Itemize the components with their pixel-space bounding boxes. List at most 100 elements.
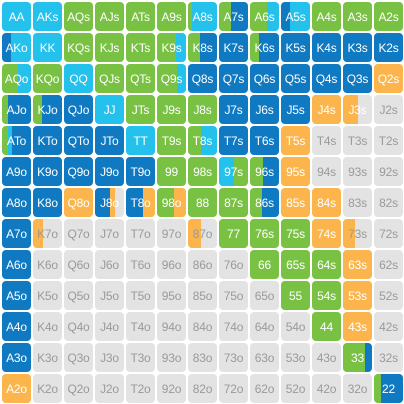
hand-cell-65s[interactable]: 65s [281, 250, 310, 279]
hand-cell-J7o[interactable]: J7o [95, 219, 124, 248]
hand-cell-A9s[interactable]: A9s [157, 2, 186, 31]
hand-cell-92o[interactable]: 92o [157, 374, 186, 403]
hand-cell-JJ[interactable]: JJ [95, 95, 124, 124]
hand-cell-73o[interactable]: 73o [219, 343, 248, 372]
hand-cell-82s[interactable]: 82s [374, 188, 403, 217]
hand-cell-J2s[interactable]: J2s [374, 95, 403, 124]
hand-cell-K3s[interactable]: K3s [343, 33, 372, 62]
hand-cell-QJs[interactable]: QJs [95, 64, 124, 93]
hand-cell-64s[interactable]: 64s [312, 250, 341, 279]
hand-cell-AKo[interactable]: AKo [2, 33, 31, 62]
hand-cell-A5o[interactable]: A5o [2, 281, 31, 310]
hand-cell-Q5s[interactable]: Q5s [281, 64, 310, 93]
hand-cell-J3o[interactable]: J3o [95, 343, 124, 372]
hand-cell-A2o[interactable]: A2o [2, 374, 31, 403]
hand-cell-93o[interactable]: 93o [157, 343, 186, 372]
hand-cell-J4o[interactable]: J4o [95, 312, 124, 341]
hand-cell-Q9s[interactable]: Q9s [157, 64, 186, 93]
hand-cell-84s[interactable]: 84s [312, 188, 341, 217]
hand-cell-J8s[interactable]: J8s [188, 95, 217, 124]
hand-cell-95s[interactable]: 95s [281, 157, 310, 186]
hand-cell-AKs[interactable]: AKs [33, 2, 62, 31]
hand-cell-83s[interactable]: 83s [343, 188, 372, 217]
hand-cell-43s[interactable]: 43s [343, 312, 372, 341]
hand-cell-Q2s[interactable]: Q2s [374, 64, 403, 93]
hand-cell-T7o[interactable]: T7o [126, 219, 155, 248]
hand-cell-J6s[interactable]: J6s [250, 95, 279, 124]
hand-cell-A4s[interactable]: A4s [312, 2, 341, 31]
hand-cell-T3s[interactable]: T3s [343, 126, 372, 155]
hand-cell-72s[interactable]: 72s [374, 219, 403, 248]
hand-cell-98s[interactable]: 98s [188, 157, 217, 186]
hand-cell-J9s[interactable]: J9s [157, 95, 186, 124]
hand-cell-KQo[interactable]: KQo [33, 64, 62, 93]
hand-cell-62s[interactable]: 62s [374, 250, 403, 279]
hand-cell-A6o[interactable]: A6o [2, 250, 31, 279]
hand-cell-22[interactable]: 22 [374, 374, 403, 403]
hand-cell-K7s[interactable]: K7s [219, 33, 248, 62]
hand-cell-A3o[interactable]: A3o [2, 343, 31, 372]
hand-cell-96s[interactable]: 96s [250, 157, 279, 186]
hand-cell-QJo[interactable]: QJo [64, 95, 93, 124]
hand-cell-84o[interactable]: 84o [188, 312, 217, 341]
hand-cell-77[interactable]: 77 [219, 219, 248, 248]
hand-cell-32o[interactable]: 32o [343, 374, 372, 403]
hand-cell-Q2o[interactable]: Q2o [64, 374, 93, 403]
hand-cell-94s[interactable]: 94s [312, 157, 341, 186]
hand-cell-K5o[interactable]: K5o [33, 281, 62, 310]
hand-cell-AQo[interactable]: AQo [2, 64, 31, 93]
hand-cell-87o[interactable]: 87o [188, 219, 217, 248]
hand-cell-86o[interactable]: 86o [188, 250, 217, 279]
hand-cell-K3o[interactable]: K3o [33, 343, 62, 372]
hand-cell-J4s[interactable]: J4s [312, 95, 341, 124]
hand-cell-33[interactable]: 33 [343, 343, 372, 372]
hand-cell-K7o[interactable]: K7o [33, 219, 62, 248]
hand-cell-82o[interactable]: 82o [188, 374, 217, 403]
hand-cell-J3s[interactable]: J3s [343, 95, 372, 124]
hand-cell-Q4s[interactable]: Q4s [312, 64, 341, 93]
hand-cell-KTo[interactable]: KTo [33, 126, 62, 155]
hand-cell-T9s[interactable]: T9s [157, 126, 186, 155]
hand-cell-J5s[interactable]: J5s [281, 95, 310, 124]
hand-cell-AJs[interactable]: AJs [95, 2, 124, 31]
hand-cell-Q3o[interactable]: Q3o [64, 343, 93, 372]
hand-cell-54s[interactable]: 54s [312, 281, 341, 310]
hand-cell-74o[interactable]: 74o [219, 312, 248, 341]
hand-cell-95o[interactable]: 95o [157, 281, 186, 310]
hand-cell-QTo[interactable]: QTo [64, 126, 93, 155]
hand-cell-J6o[interactable]: J6o [95, 250, 124, 279]
hand-cell-T2o[interactable]: T2o [126, 374, 155, 403]
hand-cell-72o[interactable]: 72o [219, 374, 248, 403]
hand-cell-K6o[interactable]: K6o [33, 250, 62, 279]
hand-cell-32s[interactable]: 32s [374, 343, 403, 372]
hand-cell-73s[interactable]: 73s [343, 219, 372, 248]
hand-cell-A8o[interactable]: A8o [2, 188, 31, 217]
hand-cell-T4s[interactable]: T4s [312, 126, 341, 155]
hand-cell-86s[interactable]: 86s [250, 188, 279, 217]
hand-cell-AJo[interactable]: AJo [2, 95, 31, 124]
hand-cell-ATs[interactable]: ATs [126, 2, 155, 31]
hand-cell-TT[interactable]: TT [126, 126, 155, 155]
hand-cell-KK[interactable]: KK [33, 33, 62, 62]
hand-cell-66[interactable]: 66 [250, 250, 279, 279]
hand-cell-75s[interactable]: 75s [281, 219, 310, 248]
hand-cell-K2o[interactable]: K2o [33, 374, 62, 403]
hand-cell-55[interactable]: 55 [281, 281, 310, 310]
hand-cell-K9o[interactable]: K9o [33, 157, 62, 186]
hand-cell-QQ[interactable]: QQ [64, 64, 93, 93]
hand-cell-T9o[interactable]: T9o [126, 157, 155, 186]
hand-cell-96o[interactable]: 96o [157, 250, 186, 279]
hand-cell-T7s[interactable]: T7s [219, 126, 248, 155]
hand-cell-K4s[interactable]: K4s [312, 33, 341, 62]
hand-cell-KJo[interactable]: KJo [33, 95, 62, 124]
hand-cell-Q7o[interactable]: Q7o [64, 219, 93, 248]
hand-cell-J2o[interactable]: J2o [95, 374, 124, 403]
hand-cell-A5s[interactable]: A5s [281, 2, 310, 31]
hand-cell-A7s[interactable]: A7s [219, 2, 248, 31]
hand-cell-A2s[interactable]: A2s [374, 2, 403, 31]
hand-cell-97o[interactable]: 97o [157, 219, 186, 248]
hand-cell-A6s[interactable]: A6s [250, 2, 279, 31]
hand-cell-A7o[interactable]: A7o [2, 219, 31, 248]
hand-cell-KTs[interactable]: KTs [126, 33, 155, 62]
hand-cell-53o[interactable]: 53o [281, 343, 310, 372]
